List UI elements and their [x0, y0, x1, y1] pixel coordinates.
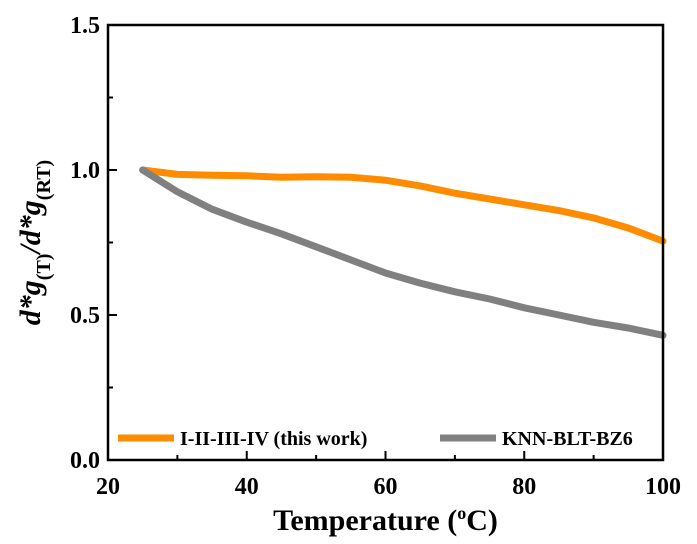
x-tick-label: 60 [374, 474, 398, 500]
x-tick-label: 40 [235, 474, 259, 500]
y-axis-title: d*g(T)/d*g(RT) [14, 160, 55, 325]
plot-frame [106, 23, 665, 462]
y-tick-label: 0.0 [70, 448, 100, 474]
y-tick-label: 1.0 [70, 158, 100, 184]
series-layer [139, 166, 667, 339]
x-tick-label: 80 [512, 474, 536, 500]
ticks-layer: 20 40 60 80 100 0.0 0.5 1.0 1.5 [70, 13, 681, 500]
legend: I-II-III-IV (this work) KNN-BLT-BZ6 [118, 428, 633, 450]
x-tick-label: 20 [96, 474, 120, 500]
series-line-1 [139, 166, 667, 245]
y-tick-label: 1.5 [70, 13, 100, 39]
series-line-2 [139, 166, 667, 339]
y-tick-label: 0.5 [70, 303, 100, 329]
x-axis-title: Temperature (oC) [273, 503, 498, 537]
legend-label-2: KNN-BLT-BZ6 [502, 428, 633, 450]
x-tick-label: 100 [645, 474, 681, 500]
legend-label-1: I-II-III-IV (this work) [180, 428, 367, 450]
